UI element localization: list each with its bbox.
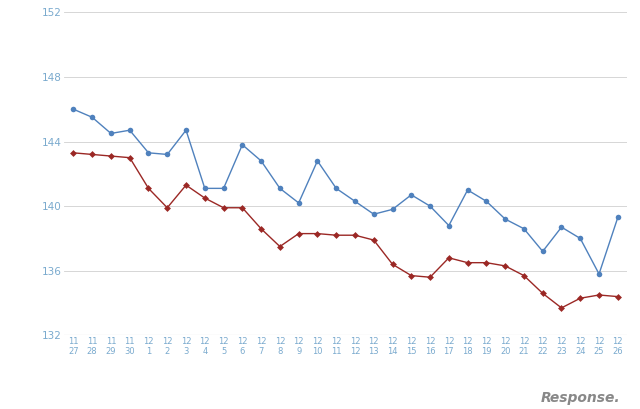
レギュラー実売価格（円/L） (577, 296, 584, 301)
レギュラー実売価格（円/L） (539, 291, 547, 296)
レギュラー看板価格（円/L） (88, 115, 96, 120)
レギュラー看板価格（円/L） (295, 200, 303, 205)
レギュラー看板価格（円/L） (332, 186, 340, 191)
レギュラー看板価格（円/L） (276, 186, 284, 191)
レギュラー実売価格（円/L） (332, 233, 340, 238)
レギュラー看板価格（円/L） (70, 107, 77, 112)
レギュラー実売価格（円/L） (220, 205, 227, 210)
レギュラー実売価格（円/L） (257, 226, 265, 231)
レギュラー看板価格（円/L） (314, 158, 321, 163)
レギュラー実売価格（円/L） (276, 244, 284, 249)
レギュラー看板価格（円/L） (539, 249, 547, 254)
レギュラー看板価格（円/L） (520, 226, 528, 231)
レギュラー看板価格（円/L） (220, 186, 227, 191)
レギュラー実売価格（円/L） (314, 231, 321, 236)
レギュラー看板価格（円/L） (182, 128, 190, 133)
レギュラー実売価格（円/L） (88, 152, 96, 157)
レギュラー看板価格（円/L） (614, 215, 621, 220)
レギュラー実売価格（円/L） (595, 292, 603, 297)
レギュラー実売価格（円/L） (201, 196, 209, 200)
レギュラー看板価格（円/L） (577, 236, 584, 241)
レギュラー実売価格（円/L） (388, 262, 396, 267)
レギュラー実売価格（円/L） (182, 183, 190, 188)
レギュラー看板価格（円/L） (201, 186, 209, 191)
レギュラー実売価格（円/L） (239, 205, 246, 210)
レギュラー実売価格（円/L） (520, 273, 528, 278)
レギュラー実売価格（円/L） (426, 275, 434, 280)
レギュラー実売価格（円/L） (614, 294, 621, 299)
レギュラー看板価格（円/L） (464, 188, 472, 193)
レギュラー看板価格（円/L） (595, 272, 603, 276)
レギュラー看板価格（円/L） (107, 131, 115, 136)
レギュラー看板価格（円/L） (239, 142, 246, 147)
Line: レギュラー実売価格（円/L）: レギュラー実売価格（円/L） (71, 151, 620, 310)
レギュラー実売価格（円/L） (107, 154, 115, 159)
レギュラー実売価格（円/L） (408, 273, 415, 278)
レギュラー実売価格（円/L） (557, 306, 565, 310)
レギュラー実売価格（円/L） (70, 151, 77, 155)
レギュラー実売価格（円/L） (163, 205, 171, 210)
レギュラー実売価格（円/L） (126, 155, 134, 160)
レギュラー看板価格（円/L） (145, 151, 152, 155)
レギュラー実売価格（円/L） (145, 186, 152, 191)
レギュラー看板価格（円/L） (370, 212, 378, 217)
レギュラー看板価格（円/L） (483, 199, 490, 204)
レギュラー実売価格（円/L） (295, 231, 303, 236)
レギュラー実売価格（円/L） (370, 238, 378, 243)
レギュラー看板価格（円/L） (501, 217, 509, 222)
レギュラー実売価格（円/L） (501, 263, 509, 268)
レギュラー看板価格（円/L） (163, 152, 171, 157)
レギュラー実売価格（円/L） (445, 255, 452, 260)
レギュラー看板価格（円/L） (408, 192, 415, 197)
レギュラー看板価格（円/L） (126, 128, 134, 133)
レギュラー実売価格（円/L） (351, 233, 359, 238)
レギュラー看板価格（円/L） (388, 207, 396, 212)
レギュラー看板価格（円/L） (557, 225, 565, 229)
レギュラー看板価格（円/L） (445, 223, 452, 228)
レギュラー看板価格（円/L） (351, 199, 359, 204)
レギュラー看板価格（円/L） (257, 158, 265, 163)
レギュラー看板価格（円/L） (426, 204, 434, 209)
Line: レギュラー看板価格（円/L）: レギュラー看板価格（円/L） (70, 106, 621, 277)
レギュラー実売価格（円/L） (483, 260, 490, 265)
Text: Response.: Response. (541, 391, 621, 405)
レギュラー実売価格（円/L） (464, 260, 472, 265)
